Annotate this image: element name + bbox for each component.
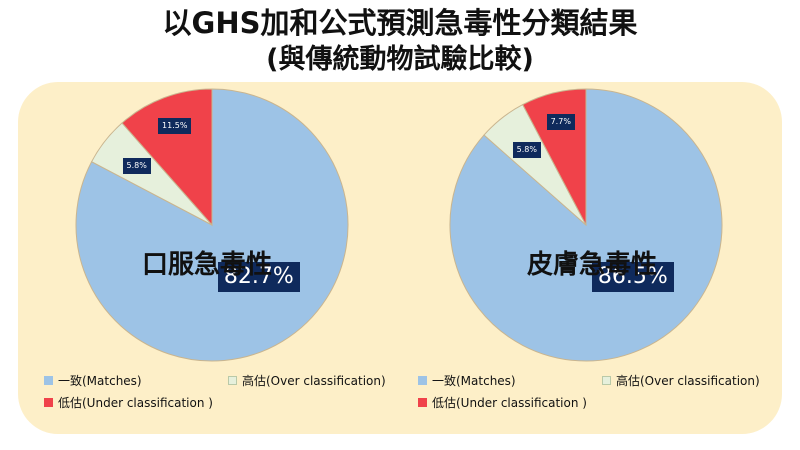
legend-swatch-over	[602, 376, 611, 385]
slice-label-dermal-under: 7.7%	[546, 114, 575, 131]
chart-subtitle: (與傳統動物試驗比較)	[266, 44, 534, 75]
legend-swatch-over	[228, 376, 237, 385]
slice-label-oral-over: 5.8%	[122, 157, 151, 174]
legend-swatch-matches	[418, 376, 427, 385]
legend-item-matches: 一致(Matches)	[418, 372, 516, 389]
legend-label-over: 高估(Over classification)	[616, 374, 760, 388]
slice-label-dermal-over: 5.8%	[512, 141, 541, 158]
pie-name-dermal: 皮膚急毒性	[527, 250, 658, 280]
legend-item-matches: 一致(Matches)	[44, 372, 142, 389]
legend-item-under: 低估(Under classification )	[418, 394, 587, 411]
legend-item-under: 低估(Under classification )	[44, 394, 213, 411]
legend-label-over: 高估(Over classification)	[242, 374, 386, 388]
legend-swatch-matches	[44, 376, 53, 385]
legend-item-over: 高估(Over classification)	[602, 372, 760, 389]
pie-slice-dermal-matches	[449, 88, 723, 362]
legend-label-matches: 一致(Matches)	[58, 374, 142, 388]
legend-label-matches: 一致(Matches)	[432, 374, 516, 388]
legend-swatch-under	[44, 398, 53, 407]
slice-label-dermal-matches: 86.5%	[591, 262, 674, 293]
legend-label-under: 低估(Under classification )	[432, 396, 587, 410]
legend-item-over: 高估(Over classification)	[228, 372, 386, 389]
legend-label-under: 低估(Under classification )	[58, 396, 213, 410]
slice-label-oral-under: 11.5%	[158, 117, 192, 134]
pie-name-oral: 口服急毒性	[142, 250, 273, 280]
slice-label-oral-matches: 82.7%	[217, 262, 300, 293]
chart-title: 以GHS加和公式預測急毒性分類結果	[162, 6, 638, 40]
legend-swatch-under	[418, 398, 427, 407]
